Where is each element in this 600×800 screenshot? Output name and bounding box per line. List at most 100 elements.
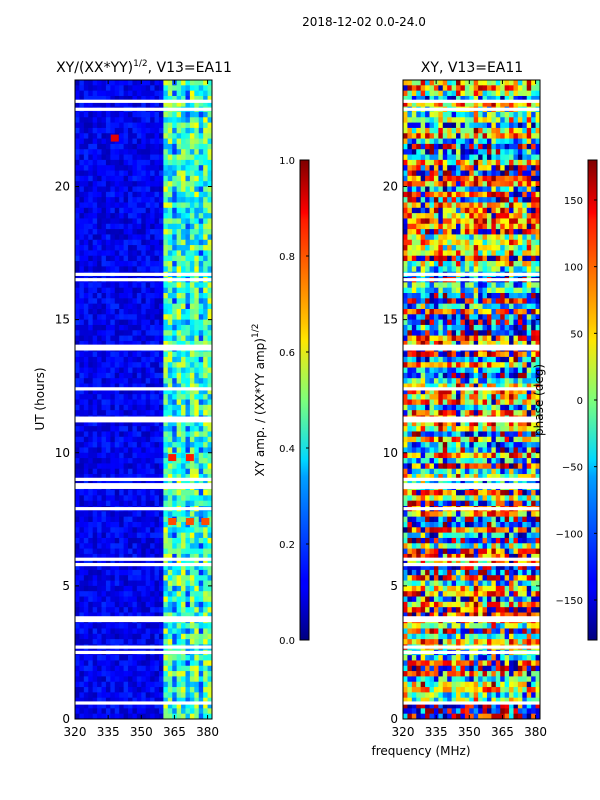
left-heatmap-cell bbox=[163, 282, 169, 289]
left-heatmap-cell bbox=[194, 356, 200, 363]
left-heatmap-cell bbox=[128, 239, 133, 246]
right-heatmap-cell bbox=[513, 95, 519, 102]
left-heatmap-cell bbox=[145, 676, 151, 683]
left-heatmap-cell bbox=[119, 436, 125, 443]
left-heatmap-cell bbox=[128, 692, 133, 699]
right-heatmap-cell bbox=[495, 90, 501, 97]
left-heatmap-cell bbox=[101, 159, 107, 166]
left-heatmap-cell bbox=[75, 537, 80, 544]
left-heatmap-cell bbox=[132, 521, 138, 528]
left-heatmap-cell bbox=[136, 154, 142, 161]
right-heatmap-cell bbox=[517, 154, 523, 161]
left-heatmap-cell bbox=[123, 101, 129, 108]
left-heatmap-cell bbox=[172, 420, 178, 427]
right-heatmap-cell bbox=[491, 207, 497, 214]
left-heatmap-cell bbox=[136, 553, 142, 560]
left-heatmap-cell bbox=[203, 239, 208, 246]
left-heatmap-cell bbox=[123, 447, 129, 454]
left-heatmap-cell bbox=[110, 431, 116, 438]
right-heatmap-cell bbox=[504, 261, 510, 267]
left-heatmap-cell bbox=[163, 447, 169, 454]
left-heatmap-cell bbox=[203, 170, 208, 177]
left-heatmap-cell bbox=[198, 234, 204, 241]
left-heatmap-cell bbox=[207, 692, 213, 699]
left-heatmap-cell bbox=[176, 665, 182, 672]
left-heatmap-cell bbox=[172, 426, 178, 432]
left-heatmap-cell bbox=[88, 85, 94, 92]
left-heatmap-cell bbox=[163, 527, 169, 534]
left-heatmap-cell bbox=[185, 708, 191, 715]
left-heatmap-cell bbox=[198, 95, 204, 102]
left-heatmap-cell bbox=[136, 575, 142, 581]
left-heatmap-cell bbox=[176, 468, 182, 475]
left-heatmap-cell bbox=[141, 516, 147, 523]
left-heatmap-cell bbox=[101, 85, 107, 92]
left-heatmap-cell bbox=[158, 404, 164, 411]
left-heatmap-cell bbox=[194, 282, 200, 289]
left-heatmap-cell bbox=[163, 234, 169, 241]
left-heatmap-cell bbox=[75, 330, 80, 336]
left-heatmap-cell bbox=[154, 420, 160, 427]
left-heatmap-cell bbox=[128, 623, 133, 629]
left-heatmap-cell bbox=[158, 500, 164, 507]
left-heatmap-cell bbox=[172, 633, 178, 640]
left-heatmap-cell bbox=[79, 553, 85, 560]
left-heatmap-cell bbox=[207, 266, 213, 273]
left-heatmap-cell bbox=[97, 474, 102, 480]
left-heatmap-cell bbox=[176, 511, 182, 518]
left-heatmap-cell bbox=[83, 463, 89, 470]
left-heatmap-cell bbox=[97, 516, 102, 523]
left-heatmap-cell bbox=[83, 628, 89, 635]
left-heatmap-cell bbox=[203, 356, 208, 363]
right-heatmap-cell bbox=[464, 159, 470, 166]
right-heatmap-cell bbox=[482, 138, 488, 145]
left-heatmap-cell bbox=[141, 143, 147, 150]
left-heatmap-cell bbox=[154, 117, 160, 124]
left-heatmap-cell bbox=[176, 143, 182, 150]
right-heatmap-cell bbox=[425, 101, 430, 108]
left-heatmap-cell bbox=[185, 697, 191, 704]
left-heatmap-cell bbox=[176, 122, 182, 129]
left-heatmap-cell bbox=[105, 633, 111, 640]
right-heatmap-cell bbox=[438, 154, 444, 161]
left-heatmap-cell bbox=[119, 564, 125, 571]
right-heatmap-cell bbox=[535, 117, 541, 124]
left-heatmap-cell bbox=[167, 463, 173, 470]
left-heatmap-cell bbox=[110, 479, 116, 486]
right-heatmap-cell bbox=[491, 250, 497, 257]
left-heatmap-cell bbox=[172, 202, 178, 209]
right-heatmap-cell bbox=[460, 223, 466, 230]
left-heatmap-cell bbox=[176, 671, 182, 677]
right-heatmap-cell bbox=[460, 287, 466, 294]
left-heatmap-cell bbox=[83, 601, 89, 608]
left-heatmap-cell bbox=[207, 159, 213, 166]
left-heatmap-cell bbox=[194, 85, 200, 92]
left-heatmap-cell bbox=[158, 521, 164, 528]
left-heatmap-cell bbox=[176, 308, 182, 315]
right-heatmap-cell bbox=[456, 202, 461, 209]
right-heatmap-cell bbox=[517, 197, 523, 203]
left-heatmap-cell bbox=[163, 660, 169, 667]
left-heatmap-cell bbox=[132, 383, 138, 390]
left-heatmap-cell bbox=[145, 399, 151, 406]
right-heatmap-cell bbox=[482, 186, 488, 193]
left-heatmap-cell bbox=[110, 319, 116, 326]
left-heatmap-cell bbox=[110, 516, 116, 523]
left-heatmap-cell bbox=[136, 585, 142, 592]
right-heatmap-cell bbox=[447, 80, 453, 86]
left-heatmap-cell bbox=[79, 111, 85, 118]
right-heatmap-cell bbox=[517, 255, 523, 262]
left-heatmap-cell bbox=[141, 548, 147, 555]
left-heatmap-cell bbox=[150, 340, 155, 347]
right-heatmap-cell bbox=[442, 175, 448, 182]
left-heatmap-cell bbox=[176, 378, 182, 384]
right-heatmap-cell bbox=[535, 181, 541, 187]
left-heatmap-cell bbox=[167, 399, 173, 406]
left-heatmap-cell bbox=[119, 676, 125, 683]
left-heatmap-cell bbox=[105, 159, 111, 166]
left-heatmap-cell bbox=[154, 356, 160, 363]
left-heatmap-cell bbox=[79, 308, 85, 315]
left-heatmap-cell bbox=[110, 165, 116, 171]
left-heatmap-cell bbox=[150, 458, 155, 464]
left-heatmap-cell bbox=[145, 511, 151, 518]
